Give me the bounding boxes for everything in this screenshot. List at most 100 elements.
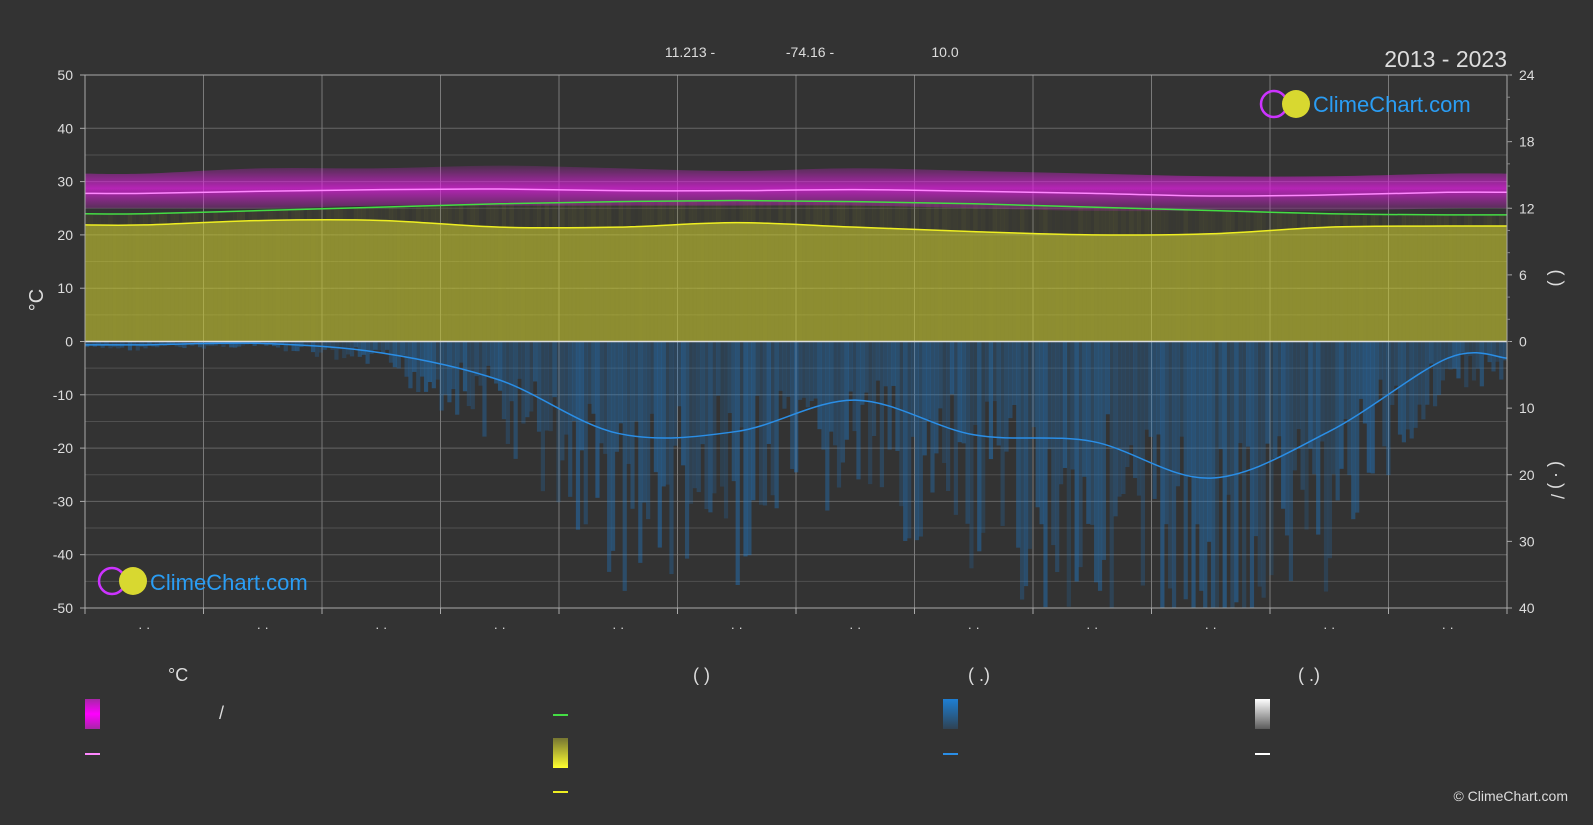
rain-bar	[1066, 341, 1071, 607]
elevation-label: 10.0	[931, 44, 958, 60]
rain-bar	[778, 341, 783, 391]
rain-bar	[755, 341, 760, 396]
sunshine-streak	[112, 213, 117, 342]
rain-bar	[533, 341, 538, 382]
rain-bar	[404, 341, 409, 377]
rain-bar	[1284, 341, 1290, 536]
sunshine-streak	[217, 211, 222, 342]
rain-bar	[945, 341, 951, 491]
sunshine-streak	[1008, 204, 1013, 342]
rain-bar	[536, 341, 542, 432]
sunshine-streak	[435, 205, 440, 342]
rain-bar	[614, 341, 620, 452]
rain-bar	[494, 341, 499, 384]
rain-bar	[1319, 341, 1325, 442]
rain-bar	[1316, 341, 1321, 535]
sunshine-streak	[123, 213, 129, 342]
rain-bar	[322, 341, 327, 350]
sunshine-streak	[529, 203, 534, 342]
rain-bar	[638, 341, 643, 563]
rain-bar	[548, 341, 553, 432]
sunshine-streak	[338, 208, 343, 342]
rain-bar	[1012, 341, 1017, 406]
sunshine-streak	[322, 208, 327, 342]
sunshine-streak	[455, 205, 460, 342]
sunshine-streak	[170, 213, 175, 342]
sunshine-streak	[630, 201, 635, 342]
sunshine-streak	[1168, 209, 1173, 342]
sunshine-streak	[805, 201, 810, 342]
rain-bar	[287, 341, 292, 345]
sunshine-streak	[899, 202, 904, 342]
sunshine-streak	[1499, 214, 1504, 342]
rain-bar	[310, 341, 316, 353]
sunshine-streak	[521, 203, 526, 342]
rain-bar	[1203, 341, 1208, 608]
rain-bar	[556, 341, 561, 503]
sunshine-streak	[275, 210, 281, 342]
rain-bar	[517, 341, 522, 379]
sunshine-streak	[918, 202, 923, 342]
rain-bar	[478, 341, 483, 386]
rain-bar	[786, 341, 791, 397]
rain-bar	[1043, 341, 1048, 608]
sunshine-streak	[700, 200, 705, 342]
sunshine-streak	[1296, 212, 1301, 342]
sunshine-streak	[1249, 211, 1255, 342]
sunshine-streak	[1347, 213, 1352, 342]
sunshine-streak	[1374, 214, 1379, 342]
rain-bar	[634, 341, 639, 422]
rain-bar	[996, 341, 1001, 446]
sunshine-streak	[618, 201, 623, 342]
sunshine-streak	[1148, 208, 1153, 342]
sunshine-streak	[1308, 213, 1313, 342]
rain-bar	[229, 341, 234, 348]
rain-bar	[1269, 341, 1274, 576]
sunshine-streak	[1171, 209, 1177, 342]
rain-bar	[1425, 341, 1430, 405]
rain-bar	[564, 341, 569, 435]
sunshine-streak	[384, 206, 390, 342]
sunshine-streak	[303, 209, 308, 342]
sunshine-streak	[451, 205, 456, 342]
rain-bar	[1281, 341, 1286, 509]
sunshine-streak	[840, 201, 845, 342]
rain-bar	[653, 341, 658, 473]
rain-bar	[1117, 341, 1122, 497]
rain-bar	[1499, 341, 1504, 380]
sunshine-streak	[1429, 214, 1434, 342]
rain-bar	[388, 341, 394, 363]
rain-bar	[712, 341, 717, 494]
legend-snow-mean-swatch	[1255, 753, 1270, 755]
rain-bar	[910, 341, 916, 437]
rain-bar	[299, 341, 304, 348]
x-tick-label: · ·	[375, 620, 387, 635]
sunshine-streak	[1039, 205, 1044, 342]
rain-bar	[1397, 341, 1403, 435]
rain-bar	[739, 341, 744, 428]
latitude-label: 11.213 -	[665, 44, 716, 60]
sunshine-streak	[926, 202, 931, 342]
rain-bar	[1405, 341, 1410, 430]
rain-bar	[1460, 341, 1465, 353]
sunshine-streak	[716, 200, 721, 342]
sunshine-streak	[813, 201, 818, 342]
rain-bar	[1444, 341, 1449, 369]
sunshine-streak	[1304, 213, 1309, 342]
rain-bar	[1218, 341, 1223, 450]
rain-bar	[747, 341, 752, 556]
sunshine-streak	[1269, 212, 1274, 342]
sunshine-streak	[844, 201, 849, 342]
rain-bar	[1191, 341, 1196, 608]
rain-bar	[626, 341, 631, 464]
sunshine-streak	[910, 202, 916, 342]
sunshine-streak	[396, 206, 401, 342]
sunshine-streak	[770, 200, 775, 342]
rain-bar	[673, 341, 678, 446]
left-tick-label: -30	[53, 493, 73, 509]
sunshine-streak	[466, 204, 471, 342]
rain-bar	[907, 341, 912, 539]
sunshine-streak	[1187, 209, 1192, 342]
sunshine-streak	[1448, 214, 1453, 342]
